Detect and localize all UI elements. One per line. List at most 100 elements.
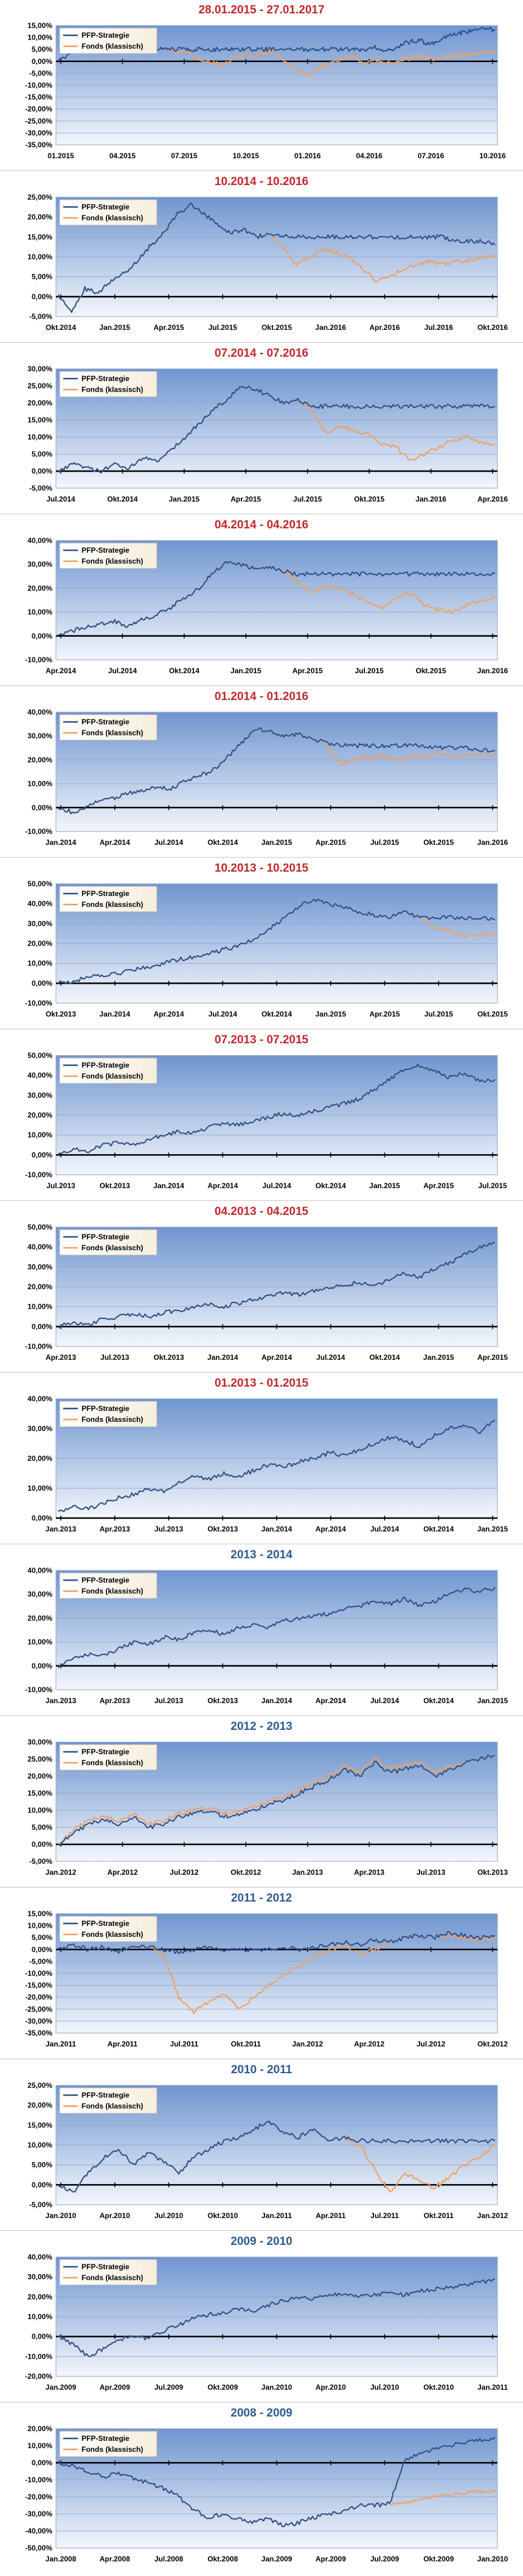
chart-panel: 2012 - 2013 30,00% 25,00% 20,00% 15,00% 10,00… [0,1717,523,1888]
series-line [58,385,496,474]
legend-label: PFP-Strategie [81,1748,130,1756]
y-tick-label: 15,00% [27,1789,52,1797]
legend [59,886,158,912]
x-tick-label: Jan.2012 [292,2040,323,2048]
x-tick-label: Jul.2015 [293,495,322,503]
x-tick-label: Apr.2010 [100,2211,130,2220]
y-tick-label: 5,00% [32,1933,52,1942]
chart-panel: 04.2013 - 04.2015 50,00% 40,00% 30,00% 20,00… [0,1202,523,1373]
x-tick-label: Jul.2015 [370,838,400,847]
x-tick-label: Okt.2014 [262,1010,292,1018]
y-tick-label: 30,00% [27,1590,52,1598]
x-tick-label: Apr.2015 [369,1010,400,1018]
legend-label: PFP-Strategie [81,718,130,726]
x-tick-label: Jul.2010 [370,2383,400,2392]
y-tick-label: -30,00% [25,2510,52,2518]
legend-label: PFP-Strategie [81,889,130,898]
legend-label: Fonds (klassisch) [81,42,143,51]
line-chart: 40,00% 30,00% 20,00% 10,00% 0,00% Jan.2013 Apr… [27,1395,508,1533]
legend [59,1057,158,1084]
y-tick-label: -10,00% [25,827,52,836]
panel-divider [0,1715,523,1716]
line-chart: 30,00% 25,00% 20,00% 15,00% 10,00% 5,00% 0,00%… [27,1738,508,1877]
y-tick-label: -10,00% [25,2352,52,2361]
series-line [58,202,496,313]
y-tick-label: 10,00% [27,433,52,441]
y-tick-label: 20,00% [27,2292,52,2301]
y-tick-label: 10,00% [27,1303,52,1311]
x-tick-label: Jan.2015 [477,1696,508,1705]
y-tick-label: -50,00% [25,2544,52,2552]
line-chart: 40,00% 30,00% 20,00% 10,00% 0,00% -10,00% -20,… [25,2253,508,2392]
x-tick-label: Okt.2014 [207,838,238,847]
y-tick-label: 30,00% [27,1262,52,1271]
y-tick-label: -30,00% [25,2017,52,2025]
y-tick-label: 20,00% [27,213,52,222]
y-tick-label: -20,00% [25,105,52,113]
y-tick-label: 10,00% [27,959,52,968]
x-tick-label: Jan.2014 [153,1181,184,1190]
x-tick-label: Jul.2014 [370,1525,400,1533]
y-tick-label: 50,00% [27,880,52,888]
x-tick-label: Apr.2011 [316,2211,346,2220]
y-tick-label: -30,00% [25,128,52,137]
x-tick-label: Jul.2013 [100,1353,130,1362]
legend-label: PFP-Strategie [81,2434,130,2443]
x-tick-label: Okt.2009 [423,2555,454,2563]
y-tick-label: 30,00% [27,732,52,740]
x-tick-label: 01.2016 [294,152,321,160]
chart-panel: 10.2013 - 10.2015 50,00% 40,00% 30,00% 20,00… [0,858,523,1030]
x-tick-label: Jul.2012 [417,2040,446,2048]
x-tick-label: Jul.2013 [417,1868,446,1877]
y-tick-label: 30,00% [27,560,52,569]
x-tick-label: Apr.2016 [369,323,400,332]
panel-divider [0,170,523,171]
x-tick-label: Apr.2008 [100,2555,130,2563]
chart-title: 2013 - 2014 [230,1549,293,1561]
series-line [58,561,496,636]
series-line [58,2437,496,2527]
y-tick-label: 25,00% [27,193,52,201]
x-tick-label: Jan.2013 [46,1525,77,1533]
y-tick-label: 5,00% [32,1823,52,1832]
y-tick-label: 30,00% [27,1738,52,1746]
y-tick-label: 10,00% [27,780,52,788]
chart-panel: 2009 - 2010 40,00% 30,00% 20,00% 10,00% 0,00%… [0,2231,523,2403]
x-tick-label: Okt.2013 [207,1696,238,1705]
panel-divider [0,1887,523,1888]
x-tick-label: Okt.2015 [354,495,384,503]
x-tick-label: Jan.2012 [46,1868,77,1877]
x-tick-label: Apr.2015 [293,667,323,675]
y-tick-label: 25,00% [27,1755,52,1763]
y-tick-label: -25,00% [25,117,52,125]
panel-divider [0,685,523,686]
legend [59,371,158,397]
chart-title: 07.2014 - 07.2016 [214,347,309,360]
x-tick-label: Apr.2013 [46,1353,76,1362]
x-tick-label: Okt.2014 [423,1696,454,1705]
series-line [58,1242,496,1328]
y-tick-label: 40,00% [27,1566,52,1575]
y-tick-label: 25,00% [27,382,52,390]
x-tick-label: Jan.2015 [315,1010,346,1018]
x-tick-label: Jan.2016 [477,667,508,675]
x-tick-label: Apr.2015 [316,838,346,847]
y-tick-label: -20,00% [25,2493,52,2501]
legend [59,1744,158,1771]
x-tick-label: Jan.2014 [207,1353,238,1362]
legend-label: Fonds (klassisch) [81,1415,143,1424]
x-tick-label: Jan.2016 [315,323,346,332]
legend [59,1572,158,1599]
y-tick-label: 10,00% [27,1922,52,1930]
x-tick-label: Apr.2011 [108,2040,138,2048]
y-tick-label: 20,00% [27,1283,52,1291]
y-tick-label: 0,00% [32,803,52,812]
x-tick-label: Jan.2012 [477,2211,508,2220]
x-tick-label: Jan.2014 [46,838,77,847]
chart-title: 2011 - 2012 [230,1892,293,1905]
y-tick-label: -20,00% [25,1993,52,2001]
series-line [58,1754,496,1846]
y-tick-label: -10,00% [25,1171,52,1179]
x-tick-label: Okt.2008 [207,2555,238,2563]
x-tick-label: Apr.2013 [100,1696,130,1705]
